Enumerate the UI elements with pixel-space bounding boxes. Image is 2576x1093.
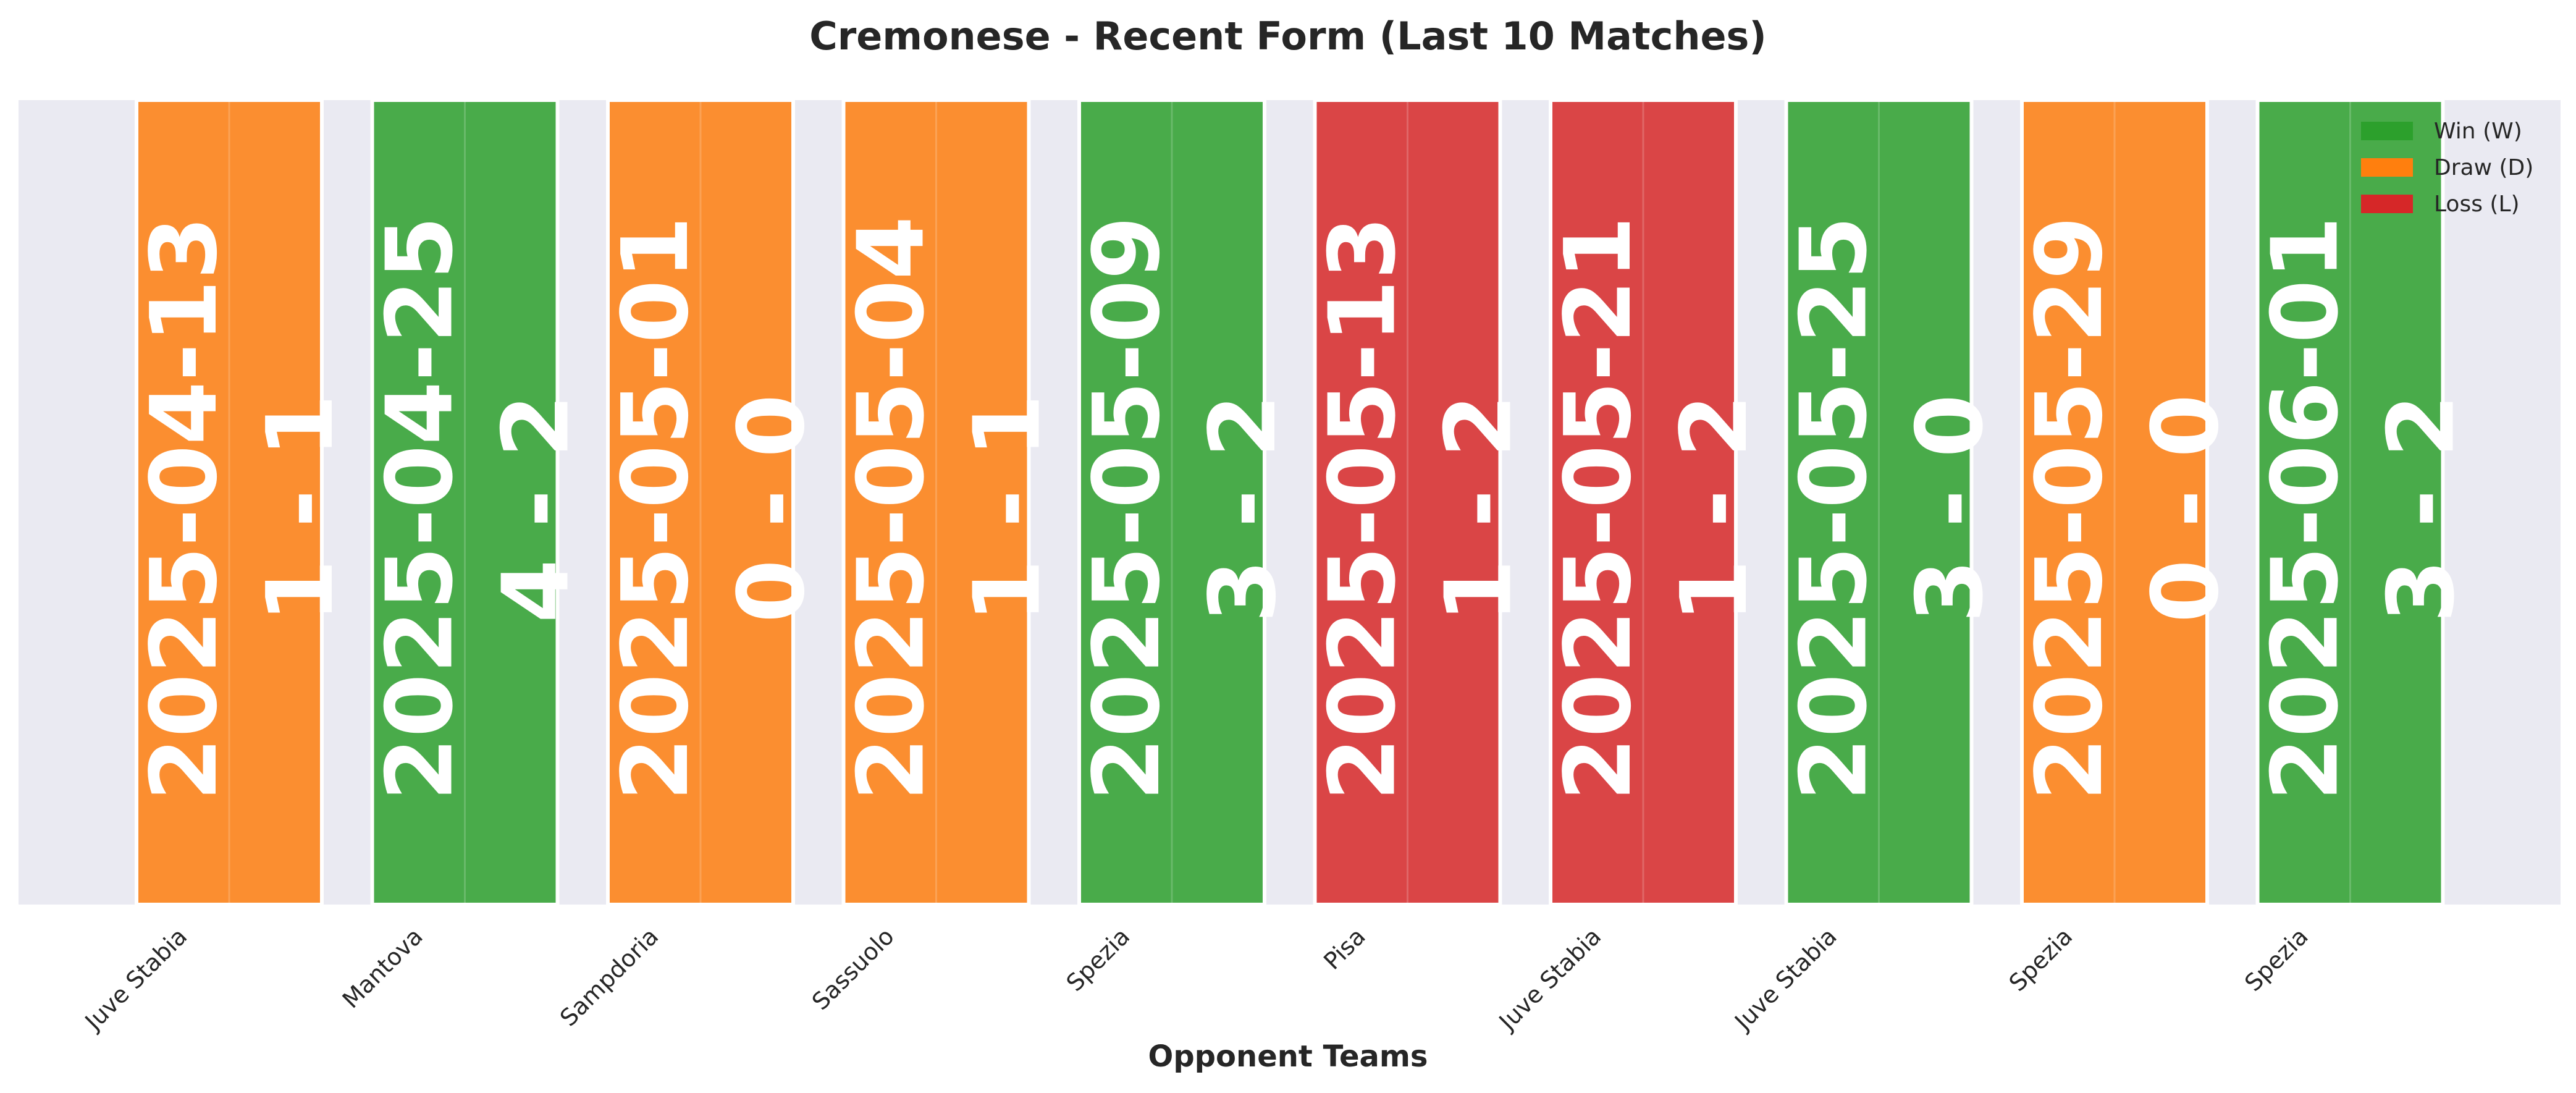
bars-layer: 2025-04-13 1 - 1 2025-04-25 4 - 2 2025-05-01… [131,98,2475,906]
match-score-label: 0 - 0 [2132,394,2239,623]
match-date-label: 2025-05-25 [1781,216,1887,801]
bar-loss [1549,98,1738,906]
legend-label: Win (W) [2434,119,2522,144]
bar-win [1784,98,1974,906]
legend-swatch [2361,195,2413,213]
x-tick-label: Juve Stabia [1493,922,1607,1036]
bar-draw [606,98,795,906]
x-tick-label: Spezia [2004,922,2078,997]
x-tick-label: Juve Stabia [1728,922,1842,1036]
match-date-label: 2025-06-01 [2252,216,2359,801]
match-date-label: 2025-05-01 [602,216,709,801]
legend-label: Draw (D) [2434,155,2533,180]
x-tick-label: Sampdoria [555,922,663,1031]
match-date-label: 2025-05-04 [838,216,945,801]
x-tick-label: Pisa [1318,922,1371,975]
match-score-label: 3 - 0 [1897,394,2003,623]
legend-swatch [2361,158,2413,177]
match-score-label: 0 - 0 [718,394,825,623]
bar-data-label: 2025-05-25 3 - 0 [1781,216,2003,801]
match-date-label: 2025-05-21 [1545,216,1651,801]
bar-data-label: 2025-05-29 0 - 0 [2016,216,2239,801]
bar-data-label: 2025-05-21 1 - 2 [1545,216,1767,801]
match-score-label: 3 - 2 [2368,394,2475,623]
x-axis-label: Opponent Teams [1148,1039,1428,1074]
match-date-label: 2025-05-29 [2016,216,2123,801]
bar-win [2255,98,2445,906]
legend-label: Loss (L) [2434,192,2520,217]
bar-data-label: 2025-05-04 1 - 1 [838,216,1061,801]
match-score-label: 4 - 2 [483,394,589,623]
bar-draw [135,98,324,906]
match-score-label: 3 - 2 [1190,394,1296,623]
match-score-label: 1 - 1 [954,394,1061,623]
bar-loss [1313,98,1502,906]
x-tick-label: Spezia [1061,922,1135,997]
bar-data-label: 2025-04-13 1 - 1 [131,216,353,801]
bar-win [1077,98,1266,906]
match-date-label: 2025-04-25 [367,216,473,801]
match-date-label: 2025-05-13 [1310,216,1416,801]
legend: Win (W) Draw (D) Loss (L) [2361,119,2533,217]
x-tick-label: Spezia [2239,922,2313,997]
bar-win [370,98,560,906]
match-score-label: 1 - 2 [1426,394,1532,623]
bar-data-label: 2025-05-13 1 - 2 [1310,216,1532,801]
bar-data-label: 2025-05-01 0 - 0 [602,216,825,801]
bar-data-label: 2025-05-09 3 - 2 [1074,216,1296,801]
chart-title: Cremonese - Recent Form (Last 10 Matches… [809,14,1767,59]
bar-data-label: 2025-04-25 4 - 2 [367,216,589,801]
bar-draw [841,98,1031,906]
bar-draw [2020,98,2209,906]
match-date-label: 2025-05-09 [1074,216,1180,801]
x-tick-label: Mantova [337,922,428,1013]
match-score-label: 1 - 1 [247,394,353,623]
x-tick-labels: Juve Stabia Mantova Sampdoria Sassuolo Spezi… [79,922,2313,1036]
legend-swatch [2361,122,2413,140]
x-tick-label: Juve Stabia [79,922,193,1036]
match-score-label: 1 - 2 [1661,394,1767,623]
match-date-label: 2025-04-13 [131,216,237,801]
bar-data-label: 2025-06-01 3 - 2 [2252,216,2475,801]
x-tick-label: Sassuolo [807,922,899,1015]
